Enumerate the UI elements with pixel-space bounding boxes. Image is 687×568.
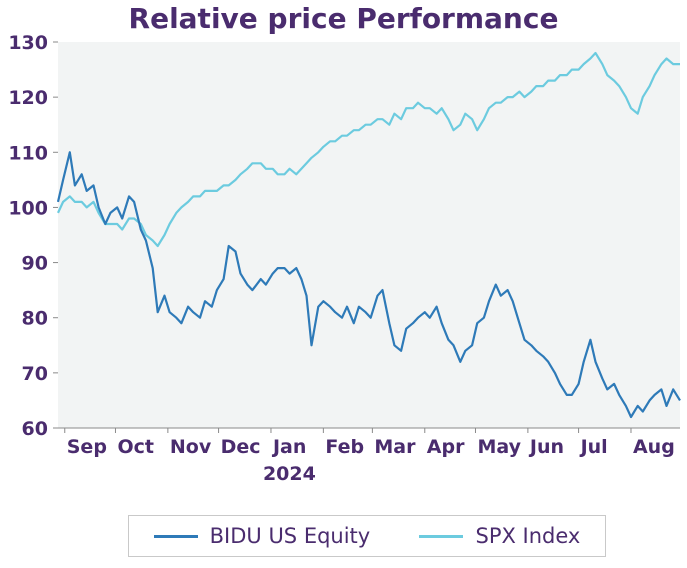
x-tick-label: Sep	[67, 436, 107, 458]
series-lines	[56, 51, 681, 419]
series-line-bidu-us-equity	[56, 151, 681, 419]
x-tick-label: Apr	[427, 436, 465, 458]
x-tick-label: Mar	[374, 436, 416, 458]
y-tick-label: 110	[8, 142, 48, 164]
x-tick-label: Aug	[633, 436, 675, 458]
legend-item-bidu: BIDU US Equity	[153, 524, 371, 548]
x-tick-label: Dec	[221, 436, 261, 458]
y-tick-label: 90	[22, 253, 48, 275]
series-line-spx-index	[57, 51, 680, 248]
y-axis: 60 70 80 90 100 110 120 130	[8, 32, 58, 440]
x-tick-label: May	[477, 436, 521, 458]
plot-area	[58, 42, 680, 428]
y-tick-label: 60	[22, 418, 48, 440]
x-tick-label: Jan	[271, 436, 306, 458]
x-axis: Sep Oct Nov Dec Jan 2024 Feb Mar Apr May Jun Jul Aug	[58, 427, 680, 485]
chart-title: Relative price Performance	[128, 2, 559, 35]
legend-swatch-bidu	[153, 534, 198, 538]
legend-label-bidu: BIDU US Equity	[209, 524, 371, 548]
legend-swatch-spx	[419, 534, 464, 538]
y-tick-label: 120	[8, 87, 48, 109]
chart-legend: BIDU US Equity SPX Index	[128, 515, 606, 557]
x-tick-year-label: 2024	[263, 463, 316, 485]
y-tick-label: 80	[22, 308, 48, 330]
x-tick-label: Jun	[528, 436, 564, 458]
y-tick-label: 130	[8, 32, 48, 54]
y-tick-label: 100	[8, 197, 48, 219]
x-tick-label: Oct	[117, 436, 154, 458]
legend-label-spx: SPX Index	[475, 524, 581, 548]
legend-item-spx: SPX Index	[419, 524, 580, 548]
x-tick-label: Jul	[579, 436, 608, 458]
x-tick-label: Nov	[170, 436, 212, 458]
x-tick-label: Feb	[325, 436, 364, 458]
y-tick-label: 70	[22, 363, 48, 385]
